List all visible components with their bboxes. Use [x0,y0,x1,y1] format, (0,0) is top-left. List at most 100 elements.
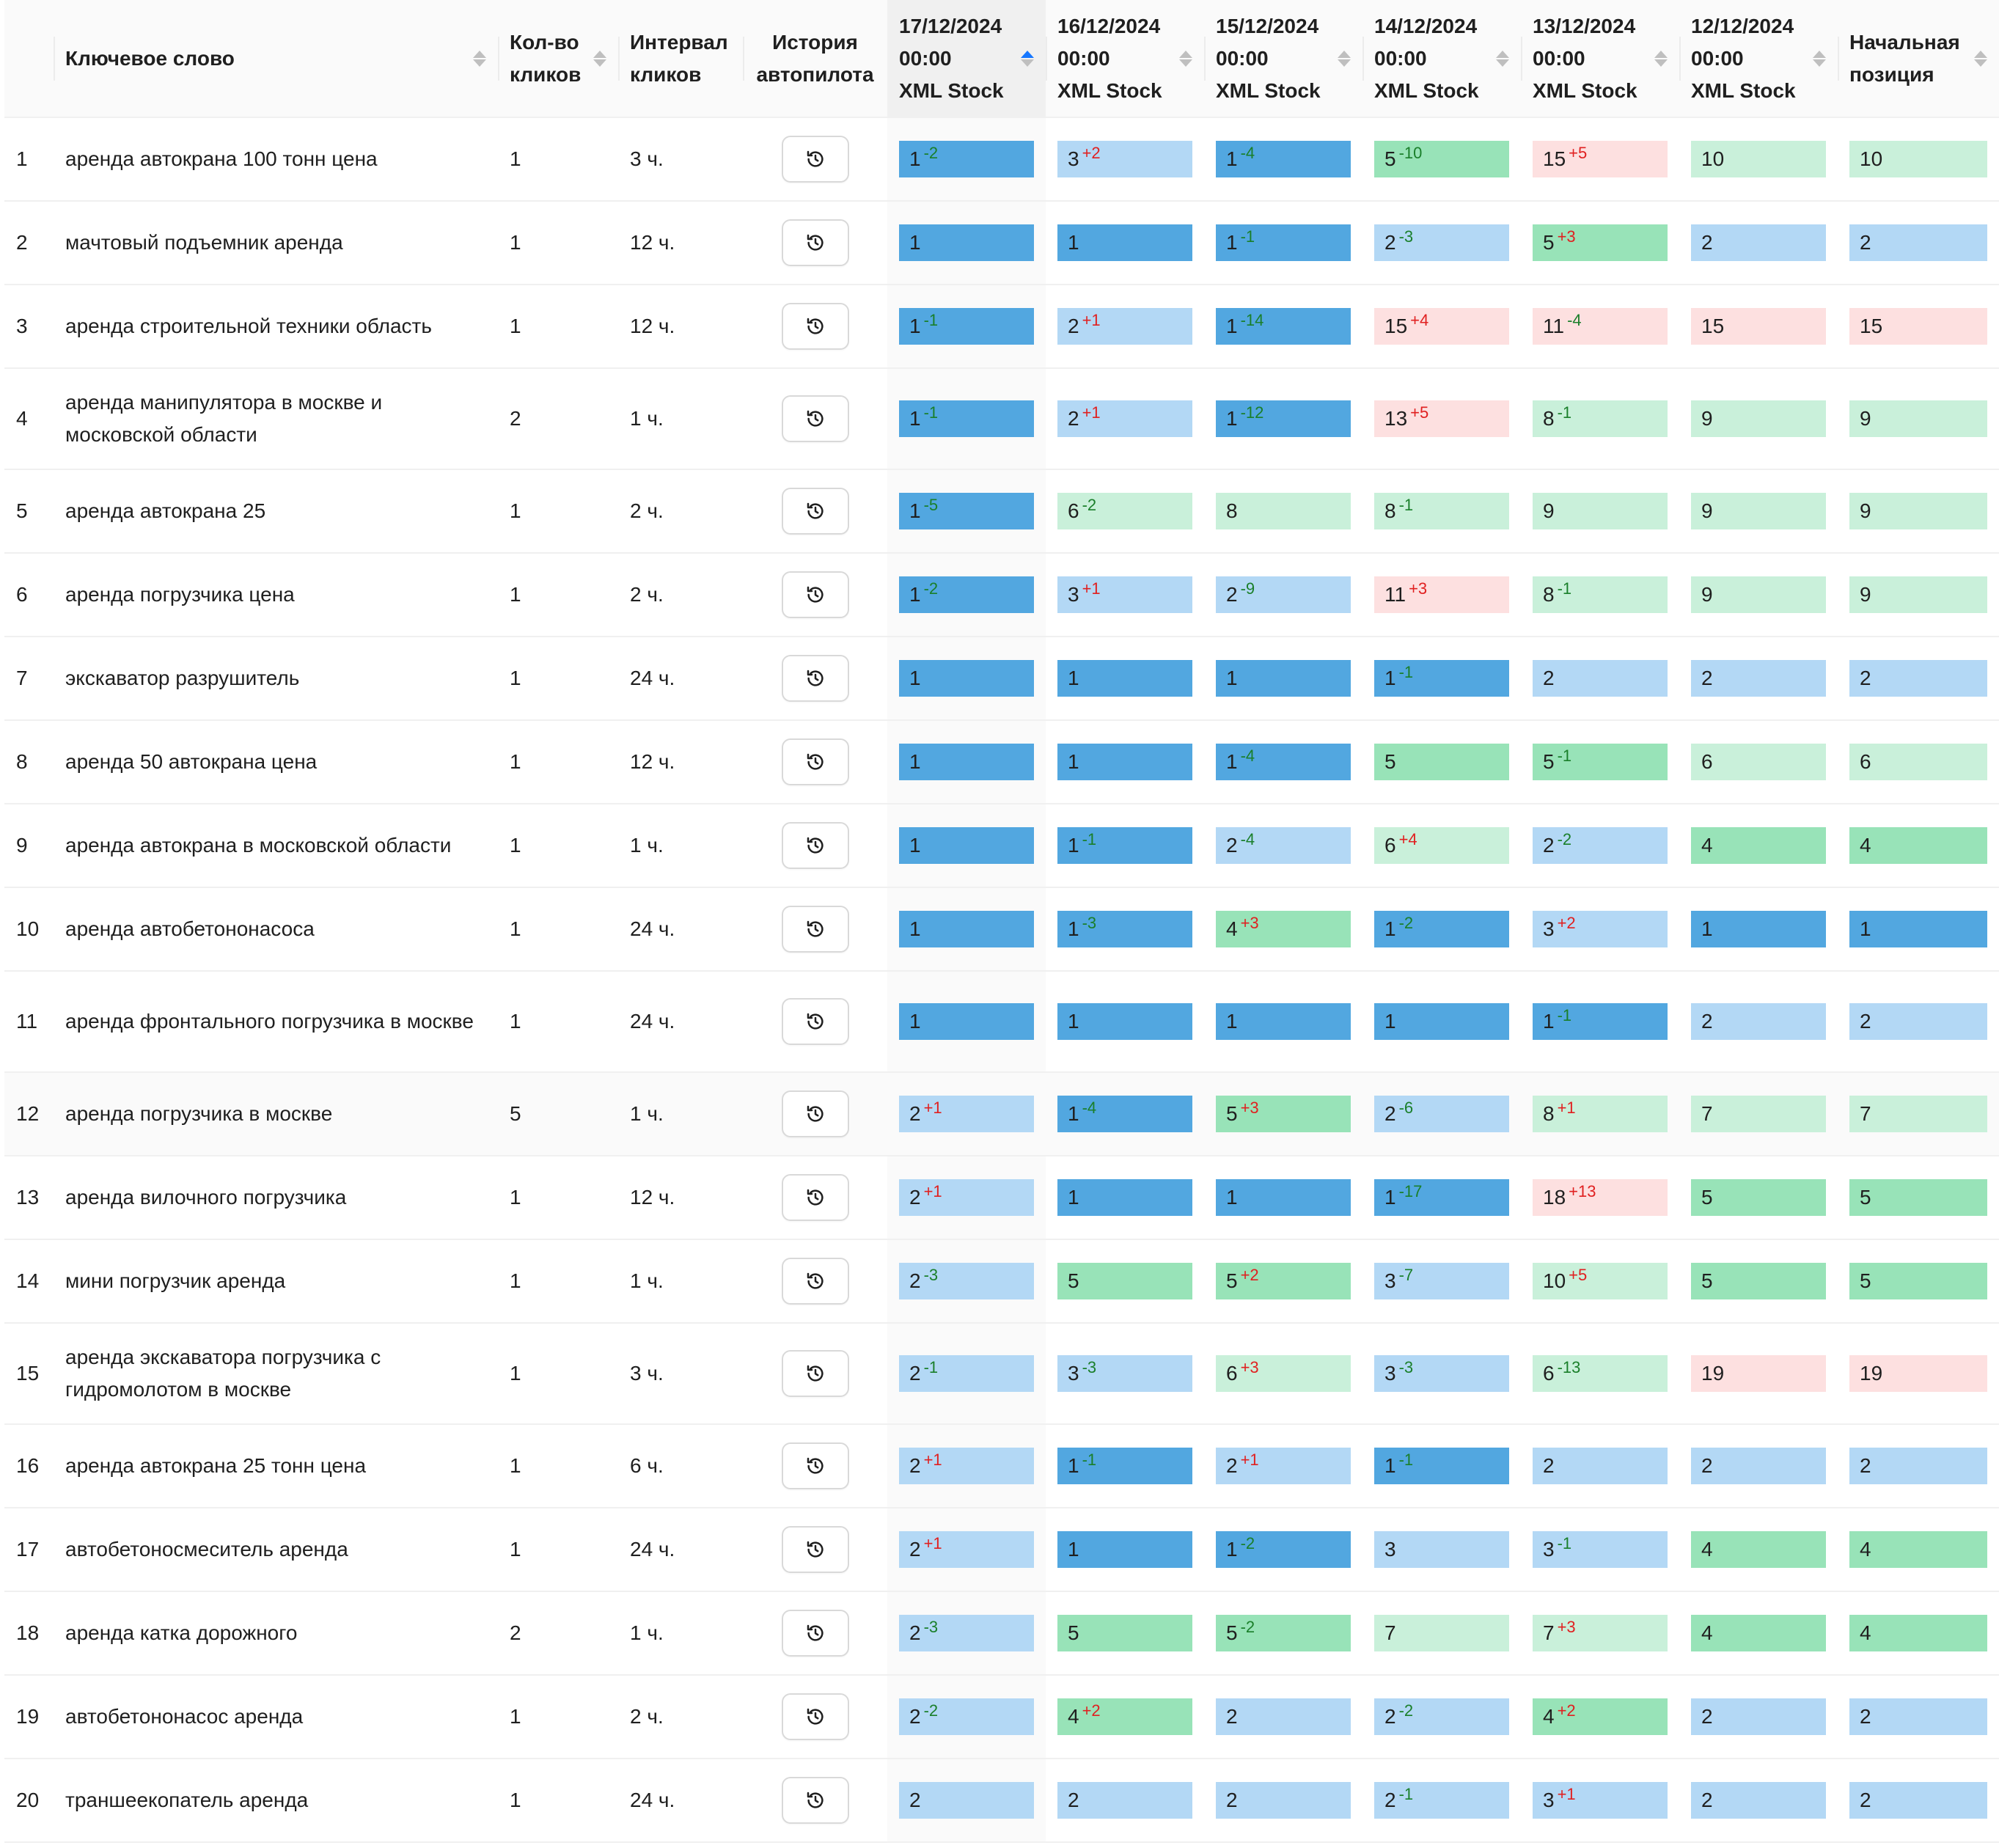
keyword-column-header[interactable]: Ключевое слово [54,0,498,118]
position-bar: 2 [1216,1698,1351,1735]
date-column-header-1[interactable]: 16/12/2024 00:00 XML Stock [1046,0,1204,118]
history-button[interactable] [781,1442,849,1489]
position-value: 15 [1384,315,1408,337]
sort-arrows-icon[interactable] [1654,50,1668,67]
date-column-header-3[interactable]: 14/12/2024 00:00 XML Stock [1362,0,1521,118]
start-position-value: 9 [1860,407,1871,430]
history-button[interactable] [781,1693,849,1740]
history-button[interactable] [781,1526,849,1573]
position-delta: -14 [1240,311,1264,329]
date-header-time: 00:00 [1216,46,1269,70]
clicks-cell: 2 [498,368,618,470]
position-value: 15 [1543,147,1566,170]
position-delta: -2 [1398,914,1414,932]
sort-arrows-icon[interactable] [593,50,606,67]
keyword-cell: мачтовый подъемник аренда [54,201,498,285]
interval-cell: 1 ч. [618,1072,743,1156]
position-delta: +1 [1082,403,1101,422]
position-value: 4 [1701,834,1713,857]
position-value: 3 [1543,1789,1555,1811]
history-cell [743,1072,887,1156]
position-value: 6 [1543,1362,1555,1385]
position-value: 1 [1384,667,1396,689]
history-button[interactable] [781,395,849,442]
position-bar: 5 +3 [1216,1096,1351,1132]
position-bar: 4 [1691,1531,1826,1568]
history-button[interactable] [781,738,849,785]
keyword-cell: аренда фронтального погрузчика в москве [54,971,498,1073]
position-cell: 15 +4 [1362,285,1521,369]
position-value: 2 [909,1621,921,1644]
history-button[interactable] [781,1350,849,1397]
position-cell: 3 +1 [1046,553,1204,637]
position-delta: -4 [1567,311,1582,329]
history-button[interactable] [781,655,849,702]
position-bar: 2 -4 [1216,827,1351,864]
row-number: 1 [4,117,54,202]
position-bar: 1 -2 [1374,911,1509,947]
keyword-cell: аренда 50 автокрана цена [54,720,498,804]
position-delta: -1 [923,403,939,422]
start-position-column-header[interactable]: Начальная позиция [1838,0,1999,118]
position-value: 2 [1701,1705,1713,1728]
start-position-cell: 5 [1838,1156,1999,1240]
history-button[interactable] [781,1777,849,1824]
position-bar: 2 +1 [899,1096,1034,1132]
table-body: 1 аренда автокрана 100 тонн цена 1 3 ч. 1 -2 3… [4,117,1999,1843]
position-bar: 3 -3 [1374,1355,1509,1392]
clicks-cell: 1 [498,201,618,285]
position-bar: 9 [1533,493,1668,529]
position-value: 15 [1701,315,1725,337]
position-value: 2 [1701,1789,1713,1811]
position-delta: -2 [1082,496,1097,514]
sort-arrows-icon[interactable] [1338,50,1351,67]
history-button[interactable] [781,998,849,1045]
position-cell: 6 -13 [1521,1323,1679,1425]
clicks-column-header[interactable]: Кол-во кликов [498,0,618,118]
date-column-header-0[interactable]: 17/12/2024 00:00 XML Stock [887,0,1046,118]
start-position-cell: 9 [1838,368,1999,470]
position-value: 5 [1701,1186,1713,1209]
date-column-header-5[interactable]: 12/12/2024 00:00 XML Stock [1679,0,1838,118]
history-button[interactable] [781,1610,849,1657]
history-button[interactable] [781,136,849,183]
position-bar: 1 [1216,660,1351,697]
clicks-cell: 1 [498,1759,618,1843]
history-button[interactable] [781,571,849,618]
position-cell: 2 -4 [1204,804,1362,888]
position-value: 1 [1068,1186,1079,1209]
position-cell: 3 +1 [1521,1759,1679,1843]
sort-arrows-icon[interactable] [1496,50,1509,67]
history-button[interactable] [781,906,849,953]
history-button[interactable] [781,488,849,535]
position-cell: 1 [1204,1156,1362,1240]
position-cell: 2 [1679,1675,1838,1759]
sort-arrows-icon[interactable] [1813,50,1826,67]
position-cell: 9 [1521,469,1679,554]
history-button[interactable] [781,1090,849,1137]
start-position-bar: 2 [1849,1698,1987,1735]
position-value: 1 [1068,1454,1079,1477]
sort-arrows-icon[interactable] [1021,50,1034,67]
position-cell: 3 +2 [1046,117,1204,202]
position-cell: 1 -17 [1362,1156,1521,1240]
history-button[interactable] [781,822,849,869]
position-value: 6 [1226,1362,1238,1385]
history-button[interactable] [781,219,849,266]
date-column-header-2[interactable]: 15/12/2024 00:00 XML Stock [1204,0,1362,118]
position-bar: 6 [1691,744,1826,780]
keyword-cell: аренда автокрана 25 тонн цена [54,1424,498,1508]
sort-arrows-icon[interactable] [473,50,486,67]
position-delta: +1 [1082,579,1101,598]
position-bar: 4 +2 [1057,1698,1192,1735]
history-button[interactable] [781,1174,849,1221]
position-cell: 5 +3 [1521,201,1679,285]
history-button[interactable] [781,1258,849,1305]
position-cell: 2 -3 [1362,201,1521,285]
history-button[interactable] [781,303,849,350]
position-cell: 2 -2 [1362,1675,1521,1759]
start-position-value: 19 [1860,1362,1883,1385]
sort-arrows-icon[interactable] [1179,50,1192,67]
sort-arrows-icon[interactable] [1974,50,1987,67]
date-column-header-4[interactable]: 13/12/2024 00:00 XML Stock [1521,0,1679,118]
